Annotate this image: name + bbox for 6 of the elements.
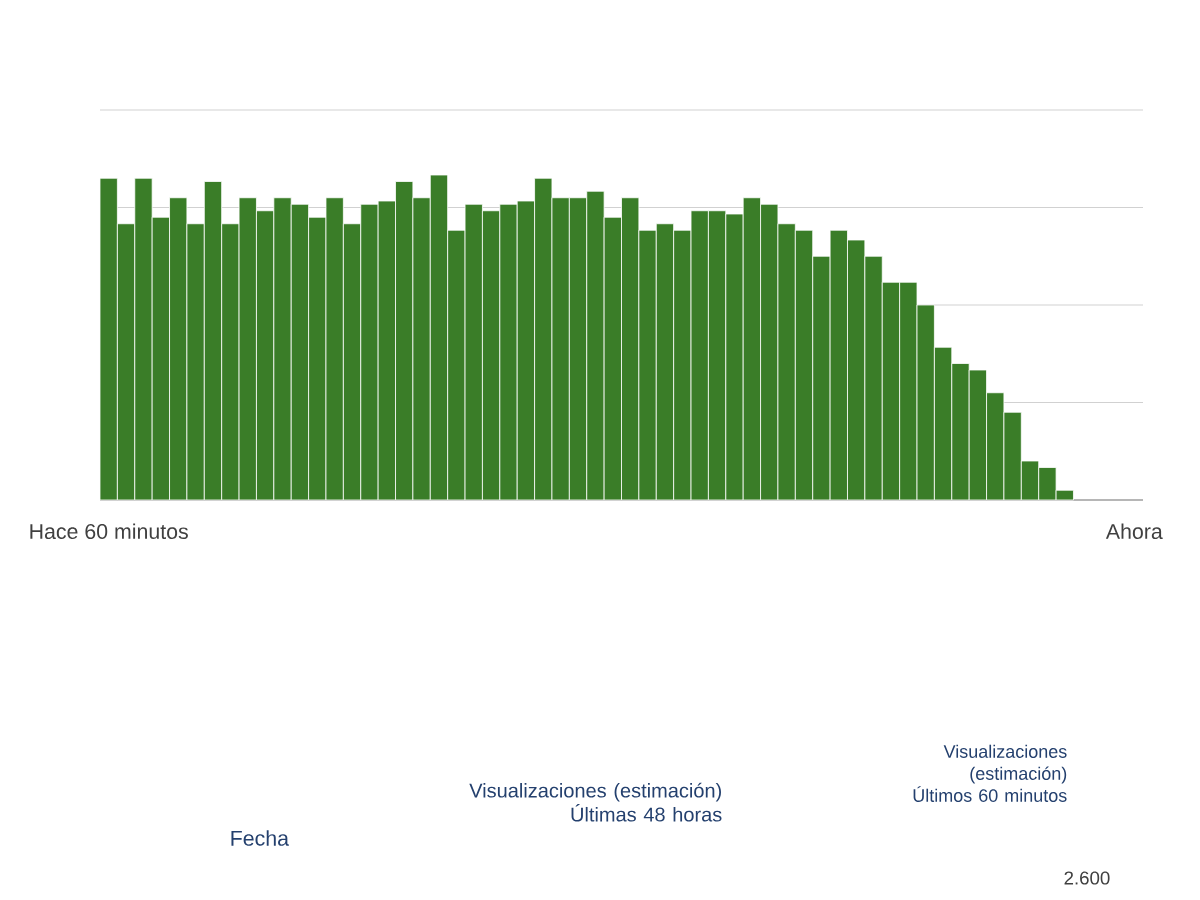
- text: Visualizaciones (estimación) Últimos 60 minutos: [913, 744, 1067, 802]
- text: Visualizaciones (estimación) Últimas 48 horas: [469, 782, 722, 822]
- x-tick-label: Hace 60 minutos: [30, 523, 188, 540]
- x-tick-label: Ahora: [1105, 523, 1163, 540]
- text: Fecha: [231, 830, 289, 846]
- text: 2.600: [1064, 871, 1110, 885]
